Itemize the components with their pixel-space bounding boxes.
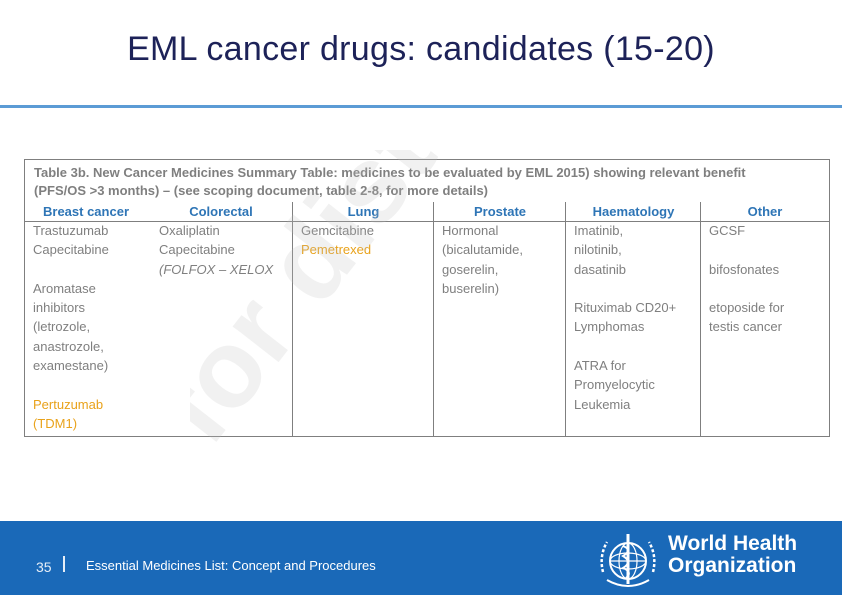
who-name: World Health Organization xyxy=(668,533,797,577)
column-lung: Lung Gemcitabine Pemetrexed xyxy=(292,202,434,436)
footer-text: Essential Medicines List: Concept and Pr… xyxy=(86,558,376,573)
column-header: Breast cancer xyxy=(43,204,129,219)
who-emblem-icon xyxy=(600,534,656,587)
table-cell: (FOLFOX – XELOX xyxy=(159,261,274,277)
table-cell: examestane) xyxy=(33,358,109,374)
table-cell: dasatinib xyxy=(574,261,627,277)
column-header: Prostate xyxy=(473,204,527,219)
page-number: 35 xyxy=(36,559,52,575)
table-cell: etoposide for xyxy=(709,300,785,316)
table-cell: Imatinib, xyxy=(574,223,624,238)
table-cell: Oxaliplatin xyxy=(159,223,220,238)
table-cell: Promyelocytic xyxy=(574,377,655,393)
title-divider xyxy=(0,105,842,108)
table-cell: Lymphomas xyxy=(574,319,645,335)
table-cell: bifosfonates xyxy=(709,261,780,277)
table-cell: Aromatase xyxy=(33,280,96,296)
table-cell: Pertuzumab xyxy=(33,396,104,412)
table-cell: goserelin, xyxy=(442,261,499,277)
column-header: Lung xyxy=(347,204,380,219)
table-caption-line2: (PFS/OS >3 months) – (see scoping docume… xyxy=(34,183,489,198)
table-caption-line1: Table 3b. New Cancer Medicines Summary T… xyxy=(34,165,746,180)
table-cell: (letrozole, xyxy=(33,319,91,335)
column-haematology: Haematology Imatinib, nilotinib, dasatinib… xyxy=(565,202,701,436)
table-cell: Leukemia xyxy=(574,396,631,412)
table-cell: inhibitors xyxy=(33,300,86,316)
column-header: Other xyxy=(747,204,783,219)
summary-table: Table 3b. New Cancer Medicines Summary T… xyxy=(24,159,830,437)
slide-title: EML cancer drugs: candidates (15-20) xyxy=(127,30,715,68)
table-cell: Capecitabine xyxy=(33,242,109,258)
table-cell: Rituximab CD20+ xyxy=(574,300,677,316)
column-other: Other GCSF bifosfonates etoposide for tes… xyxy=(700,202,829,436)
table-cell: anastrozole, xyxy=(33,338,104,354)
table-cell: ATRA for xyxy=(574,358,626,374)
table-cell: nilotinib, xyxy=(574,242,622,258)
table-cell: testis cancer xyxy=(709,319,782,335)
column-colorectal: Colorectal Oxaliplatin Capecitabine (FOLFO… xyxy=(151,202,291,436)
column-header: Haematology xyxy=(592,204,675,219)
table-cell: buserelin) xyxy=(442,280,500,296)
page-separator xyxy=(63,556,65,572)
table-cell: Gemcitabine xyxy=(301,223,374,238)
table-cell: (TDM1) xyxy=(33,415,78,431)
table-cell: Capecitabine xyxy=(159,242,235,258)
who-name-line2: Organization xyxy=(668,554,797,577)
table-cell xyxy=(566,337,701,356)
column-prostate: Prostate Hormonal (bicalutamide, goserelin… xyxy=(433,202,566,436)
who-name-line1: World Health xyxy=(668,532,798,555)
table-cell: GCSF xyxy=(709,223,746,238)
table-cell xyxy=(566,279,701,298)
table-cell xyxy=(701,240,829,259)
table-cell: Pemetrexed xyxy=(301,242,372,258)
table-cell: (bicalutamide, xyxy=(442,242,523,258)
table-caption: Table 3b. New Cancer Medicines Summary T… xyxy=(34,164,824,200)
footer-bar xyxy=(0,521,842,595)
column-header: Colorectal xyxy=(189,204,253,219)
table-cell: Hormonal xyxy=(442,223,499,238)
header-rule xyxy=(25,221,829,222)
column-breast-cancer: Breast cancer Trastuzumab Capecitabine Ar… xyxy=(25,202,292,436)
table-cell: Trastuzumab xyxy=(33,223,109,238)
table-cell xyxy=(701,279,829,298)
